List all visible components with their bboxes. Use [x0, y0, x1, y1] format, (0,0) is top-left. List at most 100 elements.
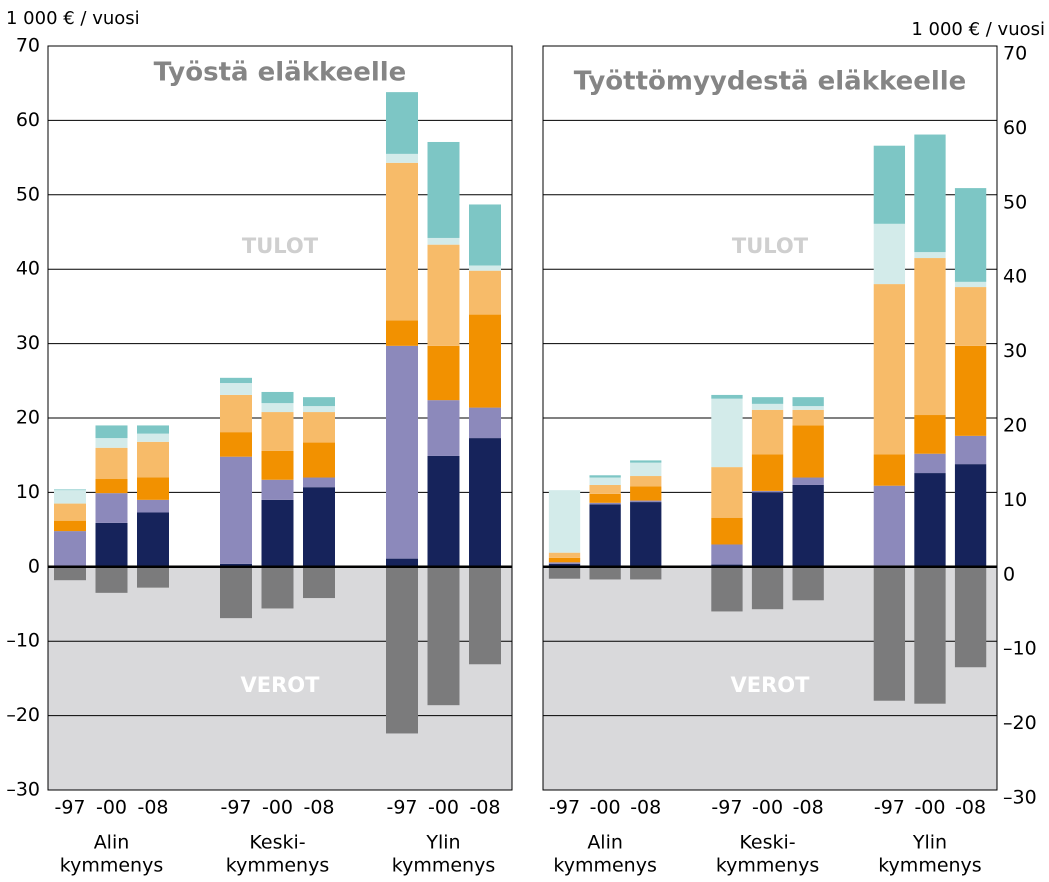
bar-segment — [261, 450, 294, 480]
bar-segment — [261, 566, 294, 609]
y-tick-label: –10 — [6, 630, 40, 652]
bar-segment — [873, 145, 906, 224]
bar-segment — [137, 499, 169, 513]
bar-segment — [303, 406, 335, 413]
x-tick-label: -08 — [955, 797, 986, 819]
bar-segment — [95, 447, 128, 480]
x-tick-label: -08 — [137, 797, 168, 819]
x-tick-label: -08 — [793, 797, 824, 819]
bar-segment — [137, 566, 169, 588]
bar-segment — [914, 134, 946, 253]
y-tick-label: 20 — [16, 407, 40, 429]
bar-segment — [469, 270, 501, 315]
bar-segment — [303, 412, 335, 443]
group-label: kymmenys — [226, 855, 329, 877]
bar-segment — [954, 287, 987, 346]
y-tick-label: 10 — [1003, 489, 1027, 511]
bar-segment — [954, 464, 987, 567]
bar-segment — [711, 566, 743, 612]
bar-segment — [137, 477, 169, 500]
bar-segment — [54, 520, 86, 532]
bar-segment — [427, 345, 460, 401]
bar-segment — [751, 409, 784, 455]
x-tick-label: -97 — [220, 797, 251, 819]
bar-segment — [261, 391, 294, 404]
bar-segment — [630, 476, 662, 487]
bar-segment — [303, 397, 335, 407]
annotation: VEROT — [731, 673, 811, 697]
bar-segment — [711, 517, 743, 545]
bar-segment — [630, 566, 662, 580]
bar-segment — [469, 407, 501, 439]
group-label: kymmenys — [60, 855, 163, 877]
bar-segment — [427, 237, 460, 245]
group-label: kymmenys — [553, 855, 656, 877]
bar-segment — [630, 460, 662, 463]
bar-segment — [220, 432, 252, 457]
y-tick-label: 30 — [1003, 340, 1027, 362]
bar-segment — [220, 377, 252, 384]
group-label: Ylin — [425, 832, 460, 854]
bar-segment — [95, 493, 128, 523]
bar-segment — [220, 563, 252, 567]
chart-title: Työstä eläkkeelle — [154, 58, 407, 88]
bar-segment — [303, 477, 335, 488]
x-tick-label: -97 — [386, 797, 417, 819]
bar-segment — [548, 566, 581, 579]
y-tick-label: 70 — [1003, 43, 1027, 65]
bar-segment — [220, 456, 252, 564]
y-tick-label: –30 — [6, 779, 40, 801]
y-tick-label: –20 — [6, 704, 40, 726]
x-tick-label: -97 — [874, 797, 905, 819]
x-tick-label: -00 — [96, 797, 127, 819]
bar-segment — [589, 502, 621, 505]
bar-segment — [873, 454, 906, 486]
bar-segment — [54, 489, 86, 491]
y-tick-label: 30 — [16, 332, 40, 354]
bar-segment — [792, 409, 824, 426]
bar-segment — [751, 492, 784, 567]
bar-segment — [751, 397, 784, 404]
bar-segment — [386, 345, 418, 559]
bar-segment — [630, 500, 662, 503]
y-tick-label: –20 — [1003, 712, 1037, 734]
y-tick-label: 60 — [1003, 117, 1027, 139]
bar-segment — [548, 563, 581, 567]
bar-segment — [386, 566, 418, 734]
group-label: kymmenys — [716, 855, 819, 877]
group-label: Alin — [587, 832, 623, 854]
bar-segment — [751, 490, 784, 493]
bar-segment — [95, 566, 128, 593]
bar-segment — [954, 435, 987, 465]
x-tick-label: -97 — [711, 797, 742, 819]
bar-segment — [469, 566, 501, 665]
bar-segment — [711, 398, 743, 468]
bar-segment — [386, 162, 418, 321]
y-tick-label: 0 — [1003, 563, 1015, 585]
x-tick-label: -00 — [428, 797, 459, 819]
bar-segment — [427, 400, 460, 456]
x-tick-label: -00 — [262, 797, 293, 819]
bar-segment — [589, 477, 621, 485]
y-tick-label: –10 — [1003, 638, 1037, 660]
bar-segment — [589, 475, 621, 478]
bar-segment — [54, 503, 86, 521]
x-tick-label: -97 — [549, 797, 580, 819]
bar-segment — [220, 383, 252, 395]
bar-segment — [427, 141, 460, 238]
y-tick-label: 20 — [1003, 415, 1027, 437]
bar-segment — [303, 487, 335, 567]
group-label: kymmenys — [878, 855, 981, 877]
bar-segment — [427, 566, 460, 706]
bar-segment — [914, 252, 946, 259]
bar-segment — [137, 425, 169, 434]
bar-segment — [792, 406, 824, 410]
bar-segment — [954, 345, 987, 436]
bar-segment — [386, 153, 418, 163]
y-tick-label: 10 — [16, 481, 40, 503]
bar-segment — [54, 490, 86, 504]
bar-segment — [630, 462, 662, 477]
x-tick-label: -08 — [630, 797, 661, 819]
x-tick-label: -08 — [469, 797, 500, 819]
